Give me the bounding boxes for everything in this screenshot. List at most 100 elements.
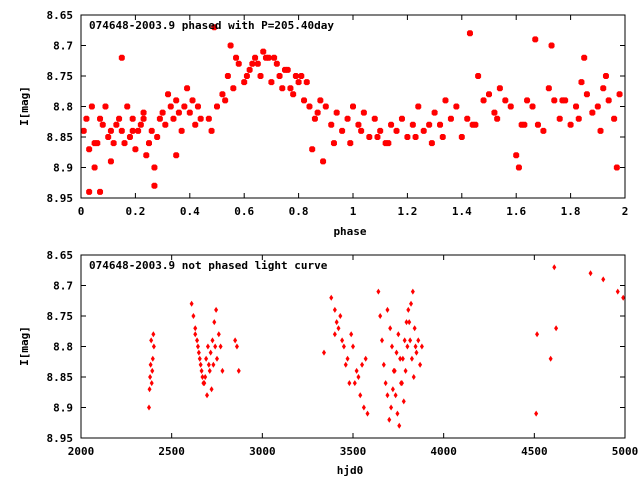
raw-data-point (343, 361, 348, 368)
raw-data-point (233, 337, 238, 344)
raw-data-point (207, 367, 212, 374)
phased-data-point (292, 73, 299, 79)
raw-data-point (193, 331, 198, 338)
raw-data-point (548, 355, 553, 362)
phased-y-tick-label: 8.8 (53, 101, 73, 114)
raw-data-point (329, 294, 334, 301)
raw-data-point (149, 337, 154, 344)
phased-data-point (170, 115, 177, 122)
phased-data-point (567, 121, 574, 128)
phased-data-point (453, 103, 460, 110)
raw-data-point (399, 380, 404, 387)
raw-data-point (201, 380, 206, 387)
phased-x-tick-label: 0.6 (234, 205, 254, 218)
phased-data-point (515, 164, 522, 171)
phased-data-point (186, 109, 193, 116)
phased-data-point (257, 73, 264, 79)
raw-data-point (385, 306, 390, 313)
phased-data-point (97, 188, 104, 195)
raw-x-tick-label: 2500 (158, 445, 185, 458)
raw-data-point (214, 306, 219, 313)
raw-data-point (209, 386, 214, 393)
phased-data-point (86, 188, 93, 195)
raw-data-point (402, 337, 407, 344)
phased-data-point (374, 134, 381, 140)
raw-x-tick-label: 2000 (68, 445, 95, 458)
phased-data-point (140, 109, 147, 116)
phased-data-point (230, 85, 237, 92)
raw-data-point (349, 331, 354, 338)
phased-data-point (431, 109, 438, 116)
phased-data-point (420, 127, 427, 134)
raw-data-point (218, 343, 223, 350)
raw-data-point (403, 367, 408, 374)
phased-y-axis-title: I[mag] (18, 86, 31, 126)
phased-data-point (91, 164, 98, 171)
phased-data-point (129, 115, 136, 122)
raw-data-point (588, 270, 593, 277)
phased-data-point (91, 140, 98, 147)
phased-data-point (173, 152, 180, 159)
phased-data-point (222, 97, 229, 104)
raw-points (147, 264, 626, 429)
phased-data-point (227, 42, 234, 49)
phased-data-point (358, 127, 365, 134)
raw-title: 074648-2003.9 not phased light curve (89, 259, 328, 272)
raw-data-point (552, 264, 557, 271)
phased-data-point (194, 103, 201, 110)
raw-x-tick-label: 3500 (340, 445, 367, 458)
phased-data-point (233, 54, 240, 61)
phased-data-point (355, 121, 362, 128)
phased-data-point (151, 164, 158, 171)
phased-data-point (137, 121, 144, 128)
phased-light-curve-panel: 0 0.2 0.4 0.6 0.8 1 1.2 1.4 1.6 1.8 2 8.658.78.758… (18, 9, 628, 238)
phased-data-point (556, 115, 563, 122)
phased-x-tick-label: 0.2 (125, 205, 145, 218)
phased-data-point (328, 121, 335, 128)
phased-data-point (249, 60, 256, 67)
phased-data-point (385, 140, 392, 147)
raw-data-point (196, 349, 201, 356)
phased-data-point (173, 97, 180, 104)
phased-x-tick-label: 2 (622, 205, 629, 218)
raw-data-point (334, 319, 339, 326)
raw-data-point (418, 361, 423, 368)
raw-data-point (220, 367, 225, 374)
phased-data-point (80, 127, 87, 134)
raw-data-point (383, 380, 388, 387)
phased-y-tick-label: 8.85 (47, 131, 74, 144)
phased-data-point (466, 30, 473, 37)
phased-data-point (205, 115, 212, 122)
phased-data-point (214, 103, 220, 110)
raw-data-point (149, 380, 154, 387)
phased-data-point (575, 115, 582, 122)
phased-data-point (107, 127, 114, 134)
phased-data-point (447, 115, 454, 122)
phased-data-point (350, 103, 356, 110)
phased-x-ticks: 0 0.2 0.4 0.6 0.8 1 1.2 1.4 1.6 1.8 2 (78, 15, 629, 218)
phased-data-point (393, 127, 400, 134)
raw-data-point (193, 325, 198, 332)
raw-x-tick-label: 3000 (249, 445, 276, 458)
raw-data-point (398, 355, 403, 362)
raw-data-point (405, 343, 410, 350)
phased-data-point (116, 115, 123, 122)
phased-y-tick-label: 8.65 (47, 9, 74, 22)
phased-data-point (494, 115, 501, 122)
phased-data-point (243, 73, 250, 79)
phased-data-point (597, 127, 604, 134)
phased-data-point (540, 127, 547, 134)
phased-data-point (439, 134, 446, 140)
phased-data-point (317, 97, 324, 104)
raw-data-point (358, 392, 363, 399)
phased-data-point (409, 121, 416, 128)
raw-data-point (389, 343, 394, 350)
phased-data-point (377, 127, 384, 134)
phased-y-tick-label: 8.95 (47, 192, 74, 205)
raw-data-point (345, 355, 350, 362)
raw-y-tick-label: 8.7 (53, 280, 73, 293)
raw-data-point (409, 300, 414, 307)
raw-data-point (391, 367, 396, 374)
raw-data-point (409, 355, 414, 362)
raw-data-point (534, 410, 539, 417)
